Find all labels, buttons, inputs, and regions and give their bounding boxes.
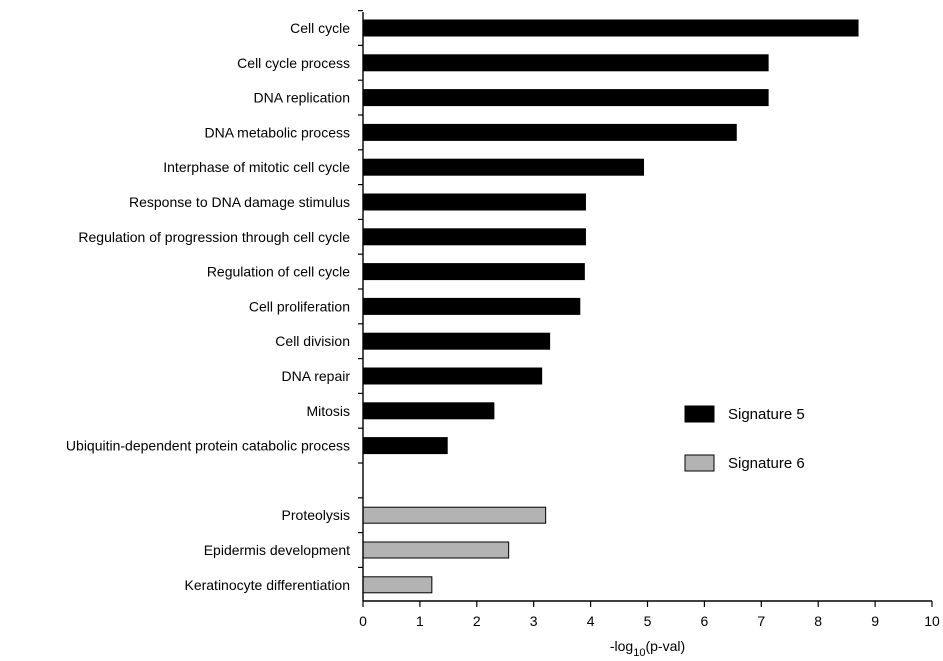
category-label-response-to-dna-damage-stimulus: Response to DNA damage stimulus [129,194,350,210]
category-label-keratinocyte-differentiation: Keratinocyte differentiation [184,577,350,593]
x-tick-label-10: 10 [924,613,940,629]
bar-proteolysis [362,506,547,524]
bar-response-to-dna-damage-stimulus [362,193,586,211]
category-label-cell-division: Cell division [275,333,350,349]
category-label-cell-cycle-process: Cell cycle process [237,55,350,71]
bar-dna-replication [362,89,769,107]
x-tick-label-6: 6 [701,613,709,629]
bar-cell-cycle [362,19,859,37]
category-label-dna-replication: DNA replication [254,90,351,106]
category-label-dna-repair: DNA repair [282,368,351,384]
bar-cell-division [362,332,551,350]
x-axis-ticks: 0 1 2 3 4 5 6 7 8 9 10 [359,601,940,629]
legend: Signature 5 Signature 6 [684,405,805,472]
bar-dna-repair [362,367,543,385]
category-label-cell-cycle: Cell cycle [290,20,350,36]
category-label-ubiquitin-dependent-protein-catabolic-process: Ubiquitin-dependent protein catabolic pr… [66,438,350,454]
x-tick-label-1: 1 [416,613,424,629]
x-axis-title-subscript: 10 [633,647,645,659]
category-label-proteolysis: Proteolysis [282,507,350,523]
legend-label-signature-6: Signature 6 [728,455,805,472]
bar-ubiquitin-dependent-protein-catabolic-process [362,437,448,455]
legend-swatch-signature-6 [684,454,715,472]
bar-mitosis [362,402,495,420]
category-label-dna-metabolic-process: DNA metabolic process [204,124,350,140]
bar-dna-metabolic-process [362,123,737,141]
x-tick-label-9: 9 [871,613,879,629]
category-label-cell-proliferation: Cell proliferation [249,298,350,314]
category-label-mitosis: Mitosis [306,403,350,419]
legend-swatch-signature-5 [684,405,715,423]
x-tick-label-0: 0 [359,613,367,629]
bar-epidermis-development [362,541,510,559]
bar-cell-cycle-process [362,54,769,72]
x-axis-title-suffix: (p-val) [645,638,685,654]
category-labels: Cell cycle Cell cycle process DNA replicat… [66,20,350,593]
legend-label-signature-5: Signature 5 [728,406,805,423]
x-axis-title-prefix: -log [610,638,633,654]
x-tick-label-8: 8 [814,613,822,629]
bar-keratinocyte-differentiation [362,576,433,594]
category-label-regulation-of-cell-cycle: Regulation of cell cycle [207,264,350,280]
category-label-regulation-of-progression-through-cell-cycle: Regulation of progression through cell c… [78,229,350,245]
bar-cell-proliferation [362,297,581,315]
x-tick-label-4: 4 [587,613,595,629]
x-axis-title: -log10(p-val) [610,638,685,659]
x-tick-label-7: 7 [757,613,765,629]
bars-layer [362,19,859,594]
bar-regulation-of-cell-cycle [362,263,585,281]
bar-interphase-of-mitotic-cell-cycle [362,158,645,176]
axes [358,10,932,602]
category-label-interphase-of-mitotic-cell-cycle: Interphase of mitotic cell cycle [163,159,350,175]
category-label-epidermis-development: Epidermis development [204,542,350,558]
x-tick-label-2: 2 [473,613,481,629]
x-tick-label-5: 5 [644,613,652,629]
bar-regulation-of-progression-through-cell-cycle [362,228,586,246]
x-tick-label-3: 3 [530,613,538,629]
